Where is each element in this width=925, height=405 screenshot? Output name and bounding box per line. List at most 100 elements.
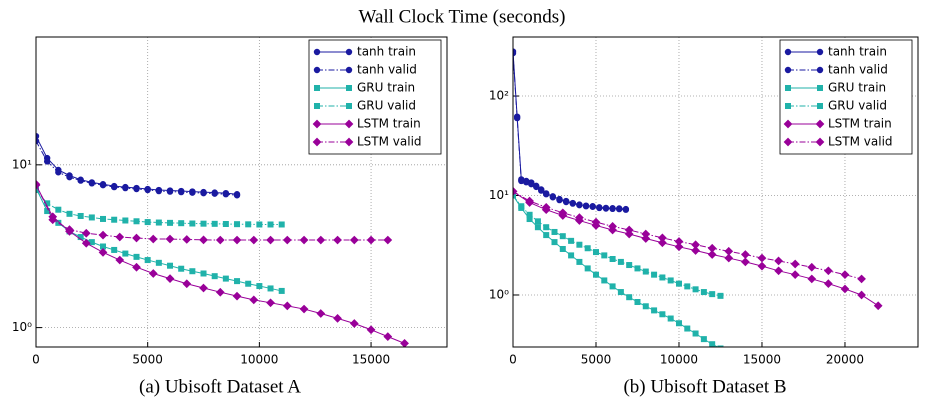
marker-diamond [316, 235, 326, 245]
legend-label: tanh train [828, 45, 887, 59]
marker-diamond [674, 242, 684, 252]
marker-circle [55, 169, 62, 176]
marker-diamond [641, 234, 651, 243]
marker-diamond [724, 253, 734, 263]
chart-title: (a) Ubisoft Dataset A [139, 376, 301, 397]
marker-square [88, 239, 95, 246]
marker-circle [345, 66, 353, 74]
marker-square [122, 217, 129, 224]
x-tick-label: 10000 [660, 353, 698, 367]
marker-square [684, 325, 691, 332]
x-tick-label: 10000 [240, 353, 278, 367]
marker-diamond [824, 266, 833, 276]
marker-square [576, 241, 583, 248]
marker-square [111, 216, 118, 223]
y-tick-label: 10⁰ [489, 287, 509, 301]
marker-square [278, 221, 285, 228]
marker-diamond [707, 243, 717, 253]
chart-title: (b) Ubisoft Dataset B [623, 376, 786, 397]
marker-diamond [132, 233, 141, 243]
marker-square [651, 271, 658, 278]
marker-circle [602, 205, 610, 212]
marker-diamond [199, 235, 208, 245]
marker-diamond [873, 301, 883, 311]
legend-box [308, 39, 442, 155]
marker-square [717, 292, 724, 299]
marker-diamond [624, 225, 634, 235]
marker-square [144, 257, 151, 264]
marker-diamond [641, 229, 651, 239]
marker-square [659, 274, 666, 281]
marker-square [559, 233, 566, 240]
marker-square [189, 268, 196, 275]
marker-diamond [757, 253, 767, 263]
marker-square [634, 265, 641, 272]
marker-square [278, 287, 285, 294]
marker-diamond [857, 290, 866, 300]
marker-circle [542, 191, 550, 198]
marker-circle [66, 173, 73, 181]
marker-square [256, 221, 263, 228]
marker-circle [609, 205, 616, 213]
series-group [513, 48, 883, 347]
marker-square [584, 265, 591, 272]
marker-square [513, 192, 516, 199]
legend-label: GRU valid [828, 99, 887, 113]
marker-diamond [383, 332, 393, 342]
marker-circle [211, 190, 218, 197]
marker-square [584, 245, 591, 252]
marker-diamond [400, 339, 409, 347]
marker-square [675, 320, 682, 327]
figure-title: Wall Clock Time (seconds) [359, 6, 566, 27]
marker-square [534, 218, 541, 225]
legend-label: tanh valid [828, 63, 888, 77]
marker-square [534, 224, 541, 231]
marker-diamond [824, 279, 833, 289]
marker-diamond [182, 235, 192, 244]
marker-diamond [199, 283, 208, 293]
legend-label: LSTM train [357, 117, 421, 131]
marker-square [245, 221, 252, 228]
series-line [513, 190, 862, 280]
marker-square [576, 258, 583, 265]
marker-circle [233, 192, 241, 199]
marker-diamond [807, 262, 817, 272]
marker-square [543, 224, 550, 231]
marker-diamond [148, 269, 158, 278]
marker-diamond [344, 119, 354, 129]
marker-diamond [790, 270, 800, 280]
marker-diamond [383, 235, 393, 245]
marker-circle [177, 188, 185, 196]
marker-circle [528, 180, 535, 188]
legend-label: GRU train [357, 81, 415, 95]
marker-diamond [282, 301, 292, 311]
marker-diamond [349, 319, 359, 328]
marker-square [245, 280, 252, 287]
legend-label: GRU train [828, 81, 886, 95]
marker-square [692, 330, 699, 337]
marker-diamond [525, 196, 534, 206]
marker-diamond [344, 137, 354, 147]
marker-circle [576, 201, 583, 209]
marker-diamond [366, 325, 376, 335]
marker-square [345, 85, 352, 92]
marker-square [601, 277, 608, 284]
marker-diamond [691, 246, 700, 255]
legend-label: LSTM train [828, 117, 892, 131]
legend-label: GRU valid [357, 99, 416, 113]
marker-circle [200, 189, 207, 197]
marker-square [88, 214, 95, 221]
marker-diamond [333, 235, 342, 245]
x-tick-label: 0 [32, 353, 40, 367]
legend-label: tanh valid [357, 63, 417, 77]
marker-circle [144, 186, 151, 194]
marker-square [568, 237, 575, 244]
marker-square [144, 219, 151, 226]
marker-square [267, 221, 274, 228]
marker-square [234, 221, 241, 228]
marker-square [700, 289, 707, 296]
marker-circle [784, 48, 792, 56]
marker-square [709, 291, 716, 298]
marker-square [667, 277, 674, 284]
